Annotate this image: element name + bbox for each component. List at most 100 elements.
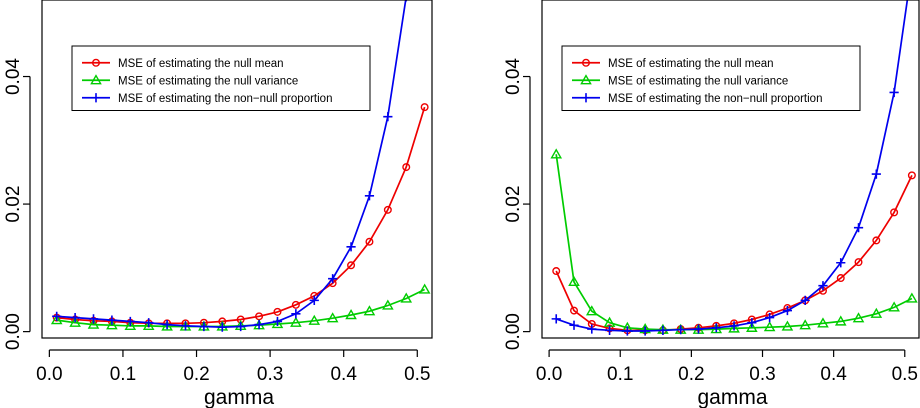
x-tick-label: 0.2 bbox=[678, 364, 704, 385]
y-axis: 0.00 0.02 0.04 bbox=[3, 58, 31, 350]
marker-plus bbox=[640, 326, 650, 336]
marker-plus bbox=[711, 323, 721, 333]
marker-triangle bbox=[400, 292, 413, 303]
legend-label: MSE of estimating the null mean bbox=[608, 58, 774, 70]
marker-plus bbox=[581, 93, 591, 103]
legend: MSE of estimating the null mean MSE of es… bbox=[561, 45, 861, 111]
legend-label: MSE of estimating the non−null proportio… bbox=[118, 93, 332, 105]
marker-triangle bbox=[142, 319, 155, 331]
x-tick-label: 0.1 bbox=[110, 364, 136, 385]
marker-circle bbox=[552, 267, 561, 276]
y-axis: 0.00 0.02 0.04 bbox=[503, 58, 531, 350]
marker-plus bbox=[836, 258, 846, 268]
marker-plus bbox=[309, 295, 319, 305]
x-axis: 0.0 0.1 0.2 0.3 0.4 0.5 gamma bbox=[536, 349, 918, 408]
marker-plus bbox=[144, 318, 154, 328]
x-tick-label: 0.0 bbox=[36, 364, 62, 385]
marker-plus bbox=[587, 324, 597, 334]
marker-triangle bbox=[746, 321, 758, 332]
y-tick-label: 0.02 bbox=[3, 186, 24, 223]
marker-plus bbox=[782, 305, 793, 316]
y-tick-label: 0.00 bbox=[503, 313, 524, 350]
marker-plus bbox=[107, 315, 117, 325]
y-tick-label: 0.04 bbox=[3, 58, 24, 95]
marker-plus bbox=[747, 318, 757, 328]
marker-plus bbox=[88, 314, 99, 324]
marker-triangle bbox=[728, 322, 740, 333]
marker-triangle bbox=[90, 74, 102, 85]
marker-plus bbox=[765, 312, 775, 323]
marker-circle bbox=[91, 58, 100, 67]
series-line-1 bbox=[56, 106, 426, 325]
marker-plus bbox=[125, 316, 135, 327]
marker-plus bbox=[889, 87, 899, 98]
marker-triangle bbox=[69, 316, 81, 327]
x-tick-label: 0.3 bbox=[749, 364, 775, 385]
legend-label: MSE of estimating the non−null proportio… bbox=[608, 93, 822, 105]
plot-frame bbox=[541, 0, 920, 339]
series-group bbox=[50, 0, 431, 332]
marker-circle bbox=[570, 306, 579, 315]
marker-triangle bbox=[124, 319, 137, 331]
marker-triangle bbox=[585, 305, 598, 316]
x-tick-label: 0.4 bbox=[330, 364, 357, 385]
marker-triangle bbox=[363, 305, 376, 316]
y-tick-label: 0.00 bbox=[3, 313, 24, 350]
marker-triangle bbox=[799, 319, 811, 330]
marker-plus bbox=[199, 321, 209, 332]
marker-plus bbox=[346, 242, 356, 252]
x-tick-label: 0.1 bbox=[607, 364, 633, 385]
marker-triangle bbox=[781, 320, 794, 331]
marker-plus bbox=[236, 321, 246, 332]
marker-plus bbox=[622, 326, 632, 336]
x-axis-title: gamma bbox=[204, 386, 274, 408]
marker-triangle bbox=[906, 292, 918, 303]
marker-plus bbox=[383, 112, 393, 122]
marker-triangle bbox=[888, 301, 900, 312]
x-axis-title: gamma bbox=[697, 386, 767, 408]
marker-plus bbox=[676, 325, 686, 335]
y-tick-label: 0.02 bbox=[503, 186, 524, 223]
marker-plus bbox=[551, 314, 561, 324]
marker-circle bbox=[383, 205, 392, 214]
marker-triangle bbox=[817, 317, 829, 328]
series-line-1 bbox=[555, 175, 913, 332]
marker-triangle bbox=[345, 309, 357, 320]
marker-plus bbox=[328, 274, 338, 284]
marker-plus bbox=[800, 295, 810, 305]
marker-plus bbox=[91, 93, 101, 103]
marker-triangle bbox=[550, 148, 563, 159]
marker-plus bbox=[364, 191, 375, 201]
marker-triangle bbox=[326, 312, 339, 323]
marker-circle bbox=[854, 258, 863, 267]
marker-triangle bbox=[763, 321, 776, 332]
marker-circle bbox=[836, 274, 845, 283]
legend-label: MSE of estimating the null mean bbox=[118, 58, 284, 70]
x-tick-label: 0.5 bbox=[892, 364, 918, 385]
marker-plus bbox=[569, 320, 579, 330]
marker-plus bbox=[162, 320, 172, 330]
series-line-2 bbox=[555, 154, 913, 331]
marker-circle bbox=[347, 261, 356, 270]
legend-box bbox=[71, 45, 371, 111]
marker-plus bbox=[52, 311, 62, 321]
marker-plus bbox=[217, 322, 227, 332]
marker-circle bbox=[273, 307, 282, 316]
marker-triangle bbox=[834, 315, 847, 326]
marker-triangle bbox=[870, 307, 883, 318]
marker-triangle bbox=[87, 318, 100, 329]
marker-plus bbox=[658, 325, 668, 335]
marker-plus bbox=[70, 312, 80, 323]
marker-plus bbox=[853, 223, 864, 233]
marker-triangle bbox=[308, 314, 321, 325]
legend-box bbox=[561, 45, 861, 111]
marker-circle bbox=[402, 163, 411, 172]
x-tick-label: 0.3 bbox=[257, 364, 283, 385]
marker-plus bbox=[693, 324, 704, 334]
x-tick-label: 0.0 bbox=[536, 364, 562, 385]
marker-circle bbox=[872, 236, 881, 245]
x-tick-label: 0.2 bbox=[183, 364, 209, 385]
legend-label: MSE of estimating the null variance bbox=[118, 75, 298, 87]
marker-plus bbox=[272, 316, 283, 327]
